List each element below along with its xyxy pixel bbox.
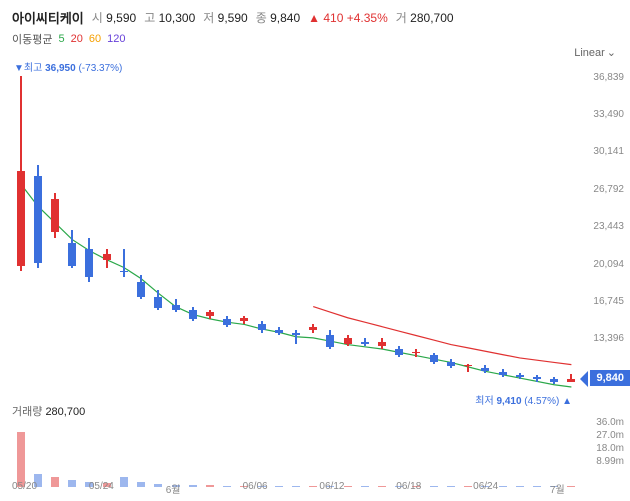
xtick: 06/06 [243,481,268,492]
date-xaxis: 05/20 05/24 6월 06/06 06/12 06/18 06/24 7월 [12,481,580,495]
vol-ytick: 18.0m [596,443,624,454]
ytick: 20,094 [593,259,624,270]
volume-bar [477,432,494,487]
volume-bar [460,432,477,487]
volume-label: 거래량 280,700 [12,403,85,419]
close-label: 종 [256,11,267,25]
low-label: 저 [203,11,214,25]
volume-bar [270,432,287,487]
volume-bar [322,432,339,487]
volume-bar [81,432,98,487]
open-value: 9,590 [106,11,136,25]
volume-bar [356,432,373,487]
volume-bar [98,432,115,487]
change-indicator: ▲ 410 +4.35% [308,11,388,25]
volume-bar [64,432,81,487]
volume-bar [236,432,253,487]
open-label: 시 [92,11,103,25]
volume-bar [12,432,29,487]
volume-bar [546,432,563,487]
volume-bar [287,432,304,487]
ytick: 13,396 [593,333,624,344]
volume-bar [563,432,580,487]
ma20-label[interactable]: 20 [71,33,83,45]
volume-bar [184,432,201,487]
volume-bar [511,432,528,487]
ytick: 36,839 [593,72,624,83]
scale-selector[interactable]: Linear ⌄ [574,46,616,59]
volume-bar [167,432,184,487]
chevron-down-icon: ⌄ [607,46,616,59]
ma60-label[interactable]: 60 [89,33,101,45]
xtick: 05/24 [89,481,114,492]
vol-ytick: 27.0m [596,430,624,441]
volume-bar [253,432,270,487]
stock-title: 아이씨티케이 [12,8,84,27]
volume-bar [305,432,322,487]
vol-value: 280,700 [410,11,453,25]
volume-bar [391,432,408,487]
volume-bar [150,432,167,487]
volume-bar [339,432,356,487]
high-price-marker: ▼최고 36,950 (-73.37%) [14,59,122,74]
low-value: 9,590 [218,11,248,25]
xtick: 05/20 [12,481,37,492]
volume-bar [373,432,390,487]
volume-chart[interactable]: 거래량 280,700 36.0m27.0m18.0m8.99m [12,417,580,487]
xtick: 06/24 [473,481,498,492]
volume-yaxis: 36.0m 27.0m 18.0m 8.99m [583,417,628,487]
volume-bar [425,432,442,487]
vol-ytick: 8.99m [596,456,624,467]
ma-lines-overlay [12,59,580,409]
ma-legend: 이동평균 5 20 60 120 [0,31,630,51]
high-value: 10,300 [159,11,196,25]
volume-bar [132,432,149,487]
volume-bar [442,432,459,487]
xtick: 6월 [166,481,181,496]
current-price-tag: 9,840 [590,370,630,386]
chart-header: 아이씨티케이 시 9,590 고 10,300 저 9,590 종 9,840 … [0,0,630,31]
volume-bar [115,432,132,487]
ytick: 26,792 [593,184,624,195]
ma120-label[interactable]: 120 [107,33,125,45]
xtick: 06/18 [396,481,421,492]
high-label: 고 [144,11,155,25]
ytick: 23,443 [593,221,624,232]
volume-bar [46,432,63,487]
ma5-label[interactable]: 5 [58,33,64,45]
volume-bar [219,432,236,487]
vol-ytick: 36.0m [596,417,624,428]
ytick: 16,745 [593,296,624,307]
xtick: 06/12 [319,481,344,492]
ytick: 33,490 [593,109,624,120]
volume-bar [29,432,46,487]
close-value: 9,840 [270,11,300,25]
volume-bar [528,432,545,487]
volume-bar [201,432,218,487]
ytick: 30,141 [593,146,624,157]
low-price-marker: 최저 9,410 (4.57%) ▲ [475,392,572,407]
volume-bar [494,432,511,487]
vol-label: 거 [396,11,407,25]
xtick: 7월 [550,481,565,496]
volume-bar [408,432,425,487]
price-yaxis: 36,839 33,490 30,141 26,792 23,443 20,094 16,7… [583,59,628,409]
price-chart[interactable]: ▼최고 36,950 (-73.37%) 36,83933,49030,1412… [12,59,580,409]
